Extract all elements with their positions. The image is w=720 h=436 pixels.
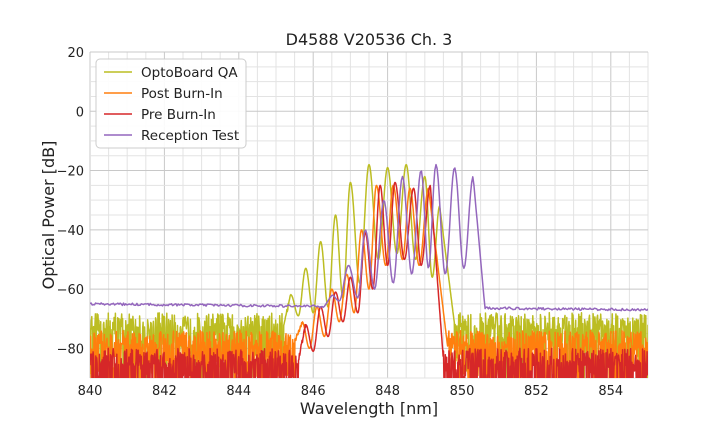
x-tick-label: 854: [598, 384, 623, 399]
series-layer: [90, 163, 648, 378]
x-tick-label: 844: [226, 384, 251, 399]
legend-label: Pre Burn-In: [141, 107, 216, 123]
series-line-post-burn-in: [90, 184, 648, 378]
x-tick-label: 852: [524, 384, 549, 399]
series-line-reception-test: [90, 163, 648, 312]
legend-label: OptoBoard QA: [141, 65, 238, 81]
y-axis-label: Optical Power [dB]: [39, 141, 58, 290]
x-tick-label: 846: [301, 384, 326, 399]
x-tick-label: 842: [152, 384, 177, 399]
legend-label: Reception Test: [141, 128, 239, 144]
x-tick-label: 840: [78, 384, 103, 399]
x-axis-label: Wavelength [nm]: [300, 399, 438, 418]
series-line-pre-burn-in: [90, 181, 648, 378]
y-tick-label: 20: [67, 46, 84, 61]
y-tick-label: 0: [76, 105, 84, 120]
x-tick-label: 848: [375, 384, 400, 399]
legend-label: Post Burn-In: [141, 86, 223, 102]
chart-title: D4588 V20536 Ch. 3: [286, 30, 453, 49]
y-tick-label: −60: [57, 283, 84, 298]
y-tick-label: −40: [57, 224, 84, 239]
legend: OptoBoard QA Post Burn-In Pre Burn-In Recep…: [95, 58, 247, 149]
x-tick-label: 850: [450, 384, 475, 399]
y-tick-label: −80: [57, 342, 84, 357]
tick-labels: 840 842 844 846 848 850 852 854 20 0 −20 −40 −60 −80: [57, 46, 624, 399]
y-tick-label: −20: [57, 165, 84, 180]
legend-frame: [95, 58, 247, 149]
